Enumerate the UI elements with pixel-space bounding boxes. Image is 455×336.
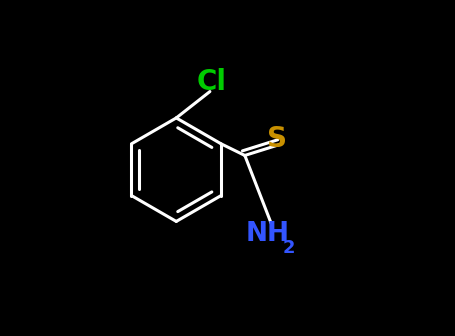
- Text: Cl: Cl: [196, 68, 226, 96]
- Text: S: S: [267, 125, 287, 153]
- Text: 2: 2: [283, 239, 295, 257]
- Text: NH: NH: [246, 221, 290, 247]
